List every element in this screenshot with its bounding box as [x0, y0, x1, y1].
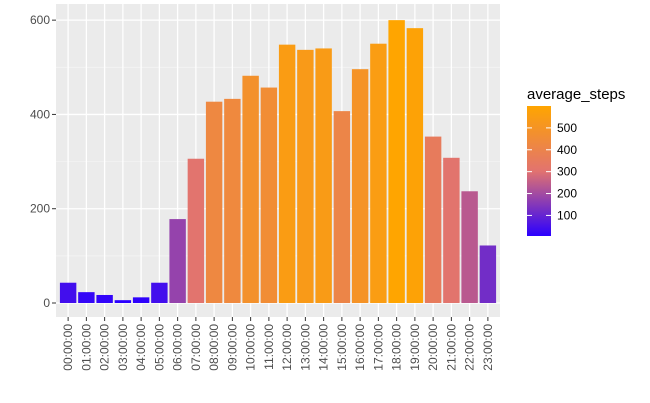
x-tick-label: 04:00:00 [134, 324, 148, 371]
y-axis: 0 200 400 600 [30, 13, 56, 310]
legend-tick-label: 400 [557, 143, 577, 157]
bar-12:00:00 [278, 44, 296, 304]
x-tick-label: 18:00:00 [390, 324, 404, 371]
bar-02:00:00 [96, 294, 113, 303]
bar-21:00:00 [443, 157, 460, 303]
x-tick-label: 00:00:00 [61, 324, 75, 371]
bar-01:00:00 [78, 292, 95, 303]
x-tick-label: 05:00:00 [152, 324, 166, 371]
bar-16:00:00 [351, 69, 369, 304]
bar-14:00:00 [315, 48, 332, 303]
legend-tick-label: 100 [557, 208, 577, 222]
bar-04:00:00 [132, 297, 150, 303]
x-tick-label: 10:00:00 [244, 324, 258, 371]
x-tick-label: 14:00:00 [317, 324, 331, 371]
legend-tick-label: 300 [557, 165, 577, 179]
x-tick-label: 07:00:00 [189, 324, 203, 371]
bars [59, 20, 497, 304]
legend-tick-label: 200 [557, 187, 577, 201]
x-tick-label: 02:00:00 [98, 324, 112, 371]
bar-08:00:00 [205, 101, 223, 303]
legend-tick-label: 500 [557, 121, 577, 135]
x-tick-label: 11:00:00 [262, 324, 276, 370]
bar-19:00:00 [406, 28, 424, 304]
y-tick-label: 200 [30, 202, 50, 216]
x-tick-label: 15:00:00 [335, 324, 349, 371]
x-tick-label: 17:00:00 [371, 324, 385, 371]
x-tick-label: 01:00:00 [79, 324, 93, 371]
legend-ticks: 100 200 300 400 500 [527, 121, 577, 222]
bar-11:00:00 [260, 87, 278, 303]
bar-15:00:00 [333, 111, 351, 303]
legend-title: average_steps [527, 86, 625, 103]
y-tick-label: 0 [43, 296, 50, 310]
y-tick-label: 600 [30, 13, 50, 27]
x-tick-label: 03:00:00 [116, 324, 130, 371]
x-axis: 00:00:00 01:00:00 02:00:00 03:00:00 04:00:00… [61, 317, 495, 371]
x-tick-label: 06:00:00 [171, 324, 185, 371]
bar-09:00:00 [224, 98, 241, 303]
bar-22:00:00 [461, 191, 478, 303]
x-tick-label: 12:00:00 [280, 324, 294, 371]
x-tick-label: 19:00:00 [408, 324, 422, 371]
bar-18:00:00 [388, 20, 405, 304]
bar-05:00:00 [151, 282, 168, 303]
bar-23:00:00 [479, 245, 497, 303]
bar-10:00:00 [242, 75, 259, 304]
bar-06:00:00 [169, 219, 186, 303]
bar-03:00:00 [114, 300, 132, 303]
bar-20:00:00 [424, 136, 442, 303]
bar-13:00:00 [297, 49, 314, 303]
bar-07:00:00 [187, 158, 205, 303]
legend: average_steps 100 200 300 400 500 [527, 86, 625, 236]
x-tick-label: 22:00:00 [463, 324, 477, 371]
x-tick-label: 20:00:00 [426, 324, 440, 371]
x-tick-label: 16:00:00 [353, 324, 367, 371]
x-tick-label: 23:00:00 [481, 324, 495, 371]
bar-00:00:00 [59, 282, 77, 303]
bar-17:00:00 [370, 43, 387, 303]
x-tick-label: 21:00:00 [444, 324, 458, 371]
legend-colorbar [527, 106, 551, 236]
x-tick-label: 13:00:00 [298, 324, 312, 371]
x-tick-label: 08:00:00 [207, 324, 221, 371]
y-tick-label: 400 [30, 107, 50, 121]
x-tick-label: 09:00:00 [225, 324, 239, 371]
